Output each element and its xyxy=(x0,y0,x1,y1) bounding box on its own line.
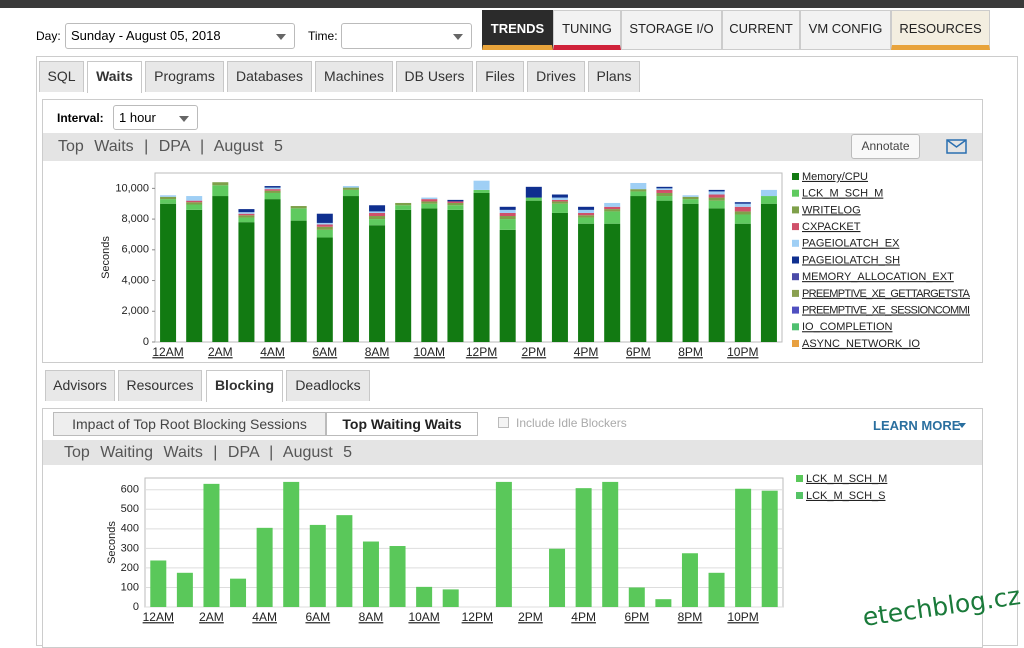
sub-tab[interactable]: Programs xyxy=(145,61,224,92)
interval-label: Interval: xyxy=(57,111,104,125)
main-tab[interactable]: RESOURCES xyxy=(891,10,990,50)
sub-tab[interactable]: Drives xyxy=(527,61,585,92)
sub-tab[interactable]: Plans xyxy=(588,61,640,92)
interval-select[interactable]: 1 hour xyxy=(113,105,198,130)
toggle-impact[interactable]: Impact of Top Root Blocking Sessions xyxy=(53,412,326,436)
toggle-top-waiting[interactable]: Top Waiting Waits xyxy=(326,412,478,436)
lower-tab[interactable]: Deadlocks xyxy=(286,370,370,401)
top-bar xyxy=(0,0,1024,8)
day-select[interactable]: Sunday - August 05, 2018 xyxy=(65,23,295,49)
main-tab[interactable]: TRENDS xyxy=(482,10,553,50)
main-tab[interactable]: STORAGE I/O xyxy=(621,10,722,50)
sub-tab[interactable]: Waits xyxy=(87,61,142,93)
main-tab[interactable]: CURRENT xyxy=(722,10,800,50)
sub-tab[interactable]: Databases xyxy=(227,61,312,92)
chart-header: Top Waiting Waits | DPA | August 5 xyxy=(43,440,982,465)
learn-more[interactable]: LEARN MORE xyxy=(873,418,961,433)
sub-tab[interactable]: DB Users xyxy=(396,61,473,92)
main-tab[interactable]: TUNING xyxy=(553,10,621,50)
day-label: Day: xyxy=(36,29,61,43)
learn-more-arrow xyxy=(958,423,966,432)
time-select[interactable] xyxy=(341,23,472,49)
lower-tab[interactable]: Blocking xyxy=(206,370,283,402)
sub-tab[interactable]: SQL xyxy=(39,61,84,92)
lower-tab[interactable]: Resources xyxy=(118,370,202,401)
idle-checkbox[interactable] xyxy=(498,417,509,428)
include-idle-label: Include Idle Blockers xyxy=(516,416,627,430)
annotate-button[interactable]: Annotate xyxy=(851,134,920,159)
mail-icon[interactable] xyxy=(946,139,968,155)
main-tab[interactable]: VM CONFIG xyxy=(800,10,891,50)
sub-tab[interactable]: Machines xyxy=(315,61,393,92)
chart-header: Top Waits | DPA | August 5 xyxy=(43,133,982,161)
sub-tab[interactable]: Files xyxy=(476,61,524,92)
time-label: Time: xyxy=(308,29,338,43)
lower-tab[interactable]: Advisors xyxy=(45,370,115,401)
